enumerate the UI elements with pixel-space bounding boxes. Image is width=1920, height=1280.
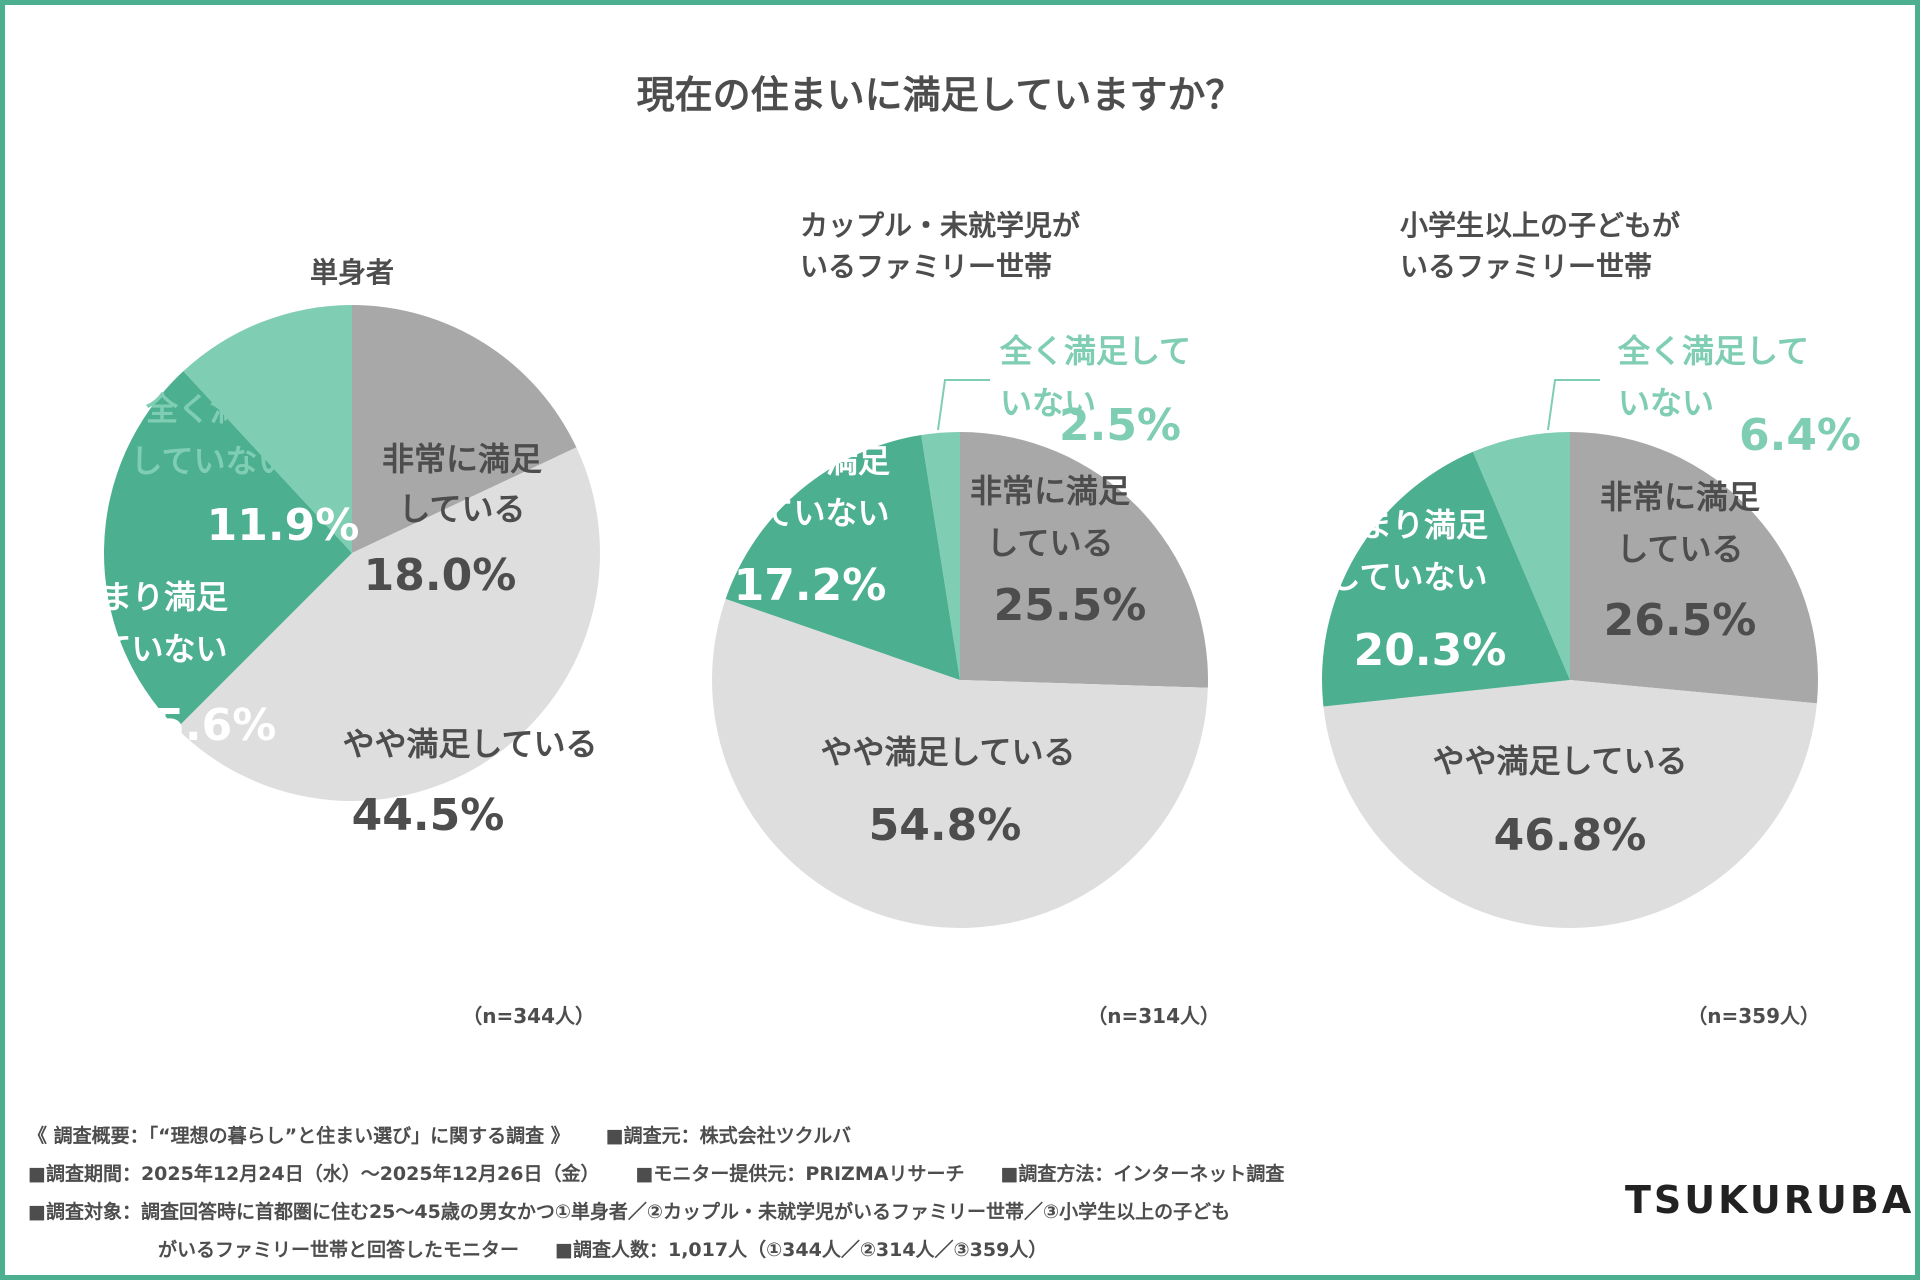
panel-title-line: カップル・未就学児が [800, 209, 1080, 242]
slice-label: 全く満足して [999, 332, 1191, 370]
panel-title-line: いるファミリー世帯 [800, 250, 1052, 283]
slice-percent: 20.3% [1354, 625, 1507, 676]
slice-label: いない [1618, 384, 1714, 422]
slice-label: いない [1000, 384, 1096, 422]
footer-period: ■調査期間：2025年12月24日（水）～2025年12月26日（金） [28, 1163, 600, 1185]
slice-percent: 44.5% [352, 790, 505, 841]
slice-label: 非常に満足 [382, 440, 542, 478]
survey-footer: 《 調査概要：「“理想の暮らし”と住まい選び」に関する調査 》 ■調査元：株式会社… [28, 1117, 1588, 1269]
slice-percent: 25.5% [994, 580, 1147, 631]
callout-line [937, 379, 990, 431]
slice-percent: 54.8% [869, 800, 1022, 851]
slice-label: していない [68, 630, 227, 668]
slice-label: あまり満足 [1328, 506, 1488, 544]
pie-slice [725, 435, 960, 680]
slice-percent: 2.5% [1059, 400, 1181, 451]
footer-count: ■調査人数：1,017人（①344人／②314人／③359人） [555, 1239, 1048, 1261]
pie-slice [1322, 451, 1570, 707]
callout-line [1547, 379, 1600, 431]
slice-label: 非常に満足 [970, 472, 1130, 510]
pie-slice [352, 305, 577, 553]
slice-percent: 25.6% [124, 700, 277, 751]
footer-target-cont: がいるファミリー世帯と回答したモニター [158, 1239, 520, 1261]
slice-label: あまり満足 [68, 578, 228, 616]
slice-label: していない [1328, 558, 1487, 596]
pie-slice [1323, 680, 1817, 929]
panel-title-line: 単身者 [310, 256, 394, 289]
pie-slice [183, 305, 352, 553]
pie-slice [921, 432, 960, 680]
pie-slice [176, 447, 600, 801]
slice-percent: 18.0% [364, 550, 517, 601]
slice-label: やや満足している [1432, 742, 1687, 780]
tsukuruba-logo: TSUKURUBA [1625, 1178, 1915, 1222]
slice-label: あまり満足 [730, 442, 890, 480]
slice-label: 全く満足 [145, 390, 274, 428]
sample-size: （n=359人） [1687, 1004, 1820, 1028]
slice-percent: 6.4% [1739, 410, 1861, 461]
slice-percent: 11.9% [207, 500, 360, 551]
slice-label: 非常に満足 [1600, 478, 1760, 516]
slice-label: 全く満足して [1617, 332, 1809, 370]
panel-title-line: いるファミリー世帯 [1400, 250, 1652, 283]
slice-percent: 46.8% [1494, 810, 1647, 861]
footer-overview: 《 調査概要：「“理想の暮らし”と住まい選び」に関する調査 》 [28, 1125, 570, 1147]
pie-slice [960, 432, 1209, 688]
slice-label: やや満足している [342, 725, 597, 763]
slice-label: やや満足している [820, 733, 1075, 771]
panel-title-line: 小学生以上の子どもが [1400, 209, 1680, 242]
slice-percent: 17.2% [734, 560, 887, 611]
slice-label: している [398, 490, 525, 528]
slice-label: していない [730, 494, 889, 532]
sample-size: （n=344人） [462, 1004, 595, 1028]
pie-slice [1570, 432, 1818, 704]
pie-panel-1: 単身者非常に満足している18.0%やや満足している44.5%あまり満足していない… [68, 256, 600, 1028]
footer-source: ■調査元：株式会社ツクルバ [605, 1125, 852, 1147]
slice-label: している [1616, 530, 1743, 568]
pie-slice [104, 371, 353, 729]
pie-slice [712, 598, 1208, 928]
footer-target: ■調査対象：調査回答時に首都圏に住む25～45歳の男女かつ①単身者／②カップル・… [28, 1201, 1231, 1223]
slice-label: している [986, 524, 1113, 562]
sample-size: （n=314人） [1087, 1004, 1220, 1028]
slice-percent: 26.5% [1604, 595, 1757, 646]
slice-label: していない [130, 442, 289, 480]
chart-title: 現在の住まいに満足していますか？ [637, 73, 1244, 117]
footer-method: ■調査方法：インターネット調査 [1000, 1163, 1285, 1185]
pie-slice [1472, 432, 1570, 680]
footer-monitor: ■モニター提供元：PRIZMAリサーチ [635, 1163, 965, 1185]
